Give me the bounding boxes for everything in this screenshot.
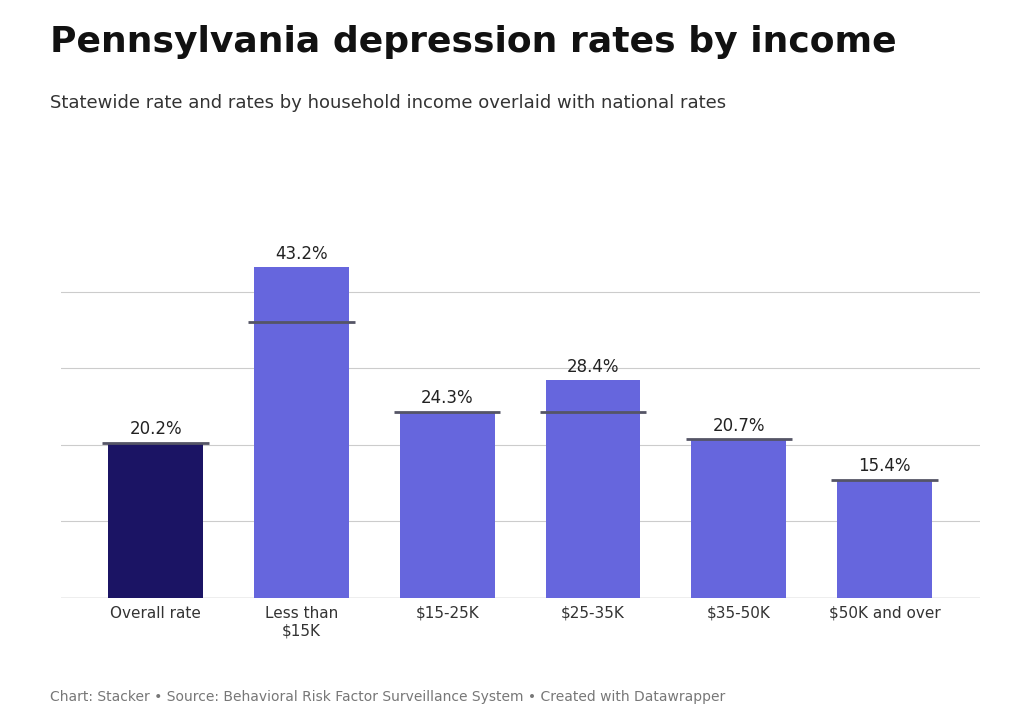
Bar (837, 480, 932, 598)
Text: 24.3%: 24.3% (421, 389, 474, 407)
Text: 15.4%: 15.4% (858, 457, 911, 475)
Bar (108, 443, 203, 598)
Text: Statewide rate and rates by household income overlaid with national rates: Statewide rate and rates by household in… (50, 94, 726, 112)
Text: Chart: Stacker • Source: Behavioral Risk Factor Surveillance System • Created wi: Chart: Stacker • Source: Behavioral Risk… (50, 690, 726, 704)
Text: 20.2%: 20.2% (129, 420, 182, 438)
Bar (400, 412, 495, 598)
Bar (255, 267, 348, 598)
Text: Pennsylvania depression rates by income: Pennsylvania depression rates by income (50, 25, 897, 59)
Text: 20.7%: 20.7% (713, 417, 766, 435)
Bar (545, 380, 640, 598)
Text: 43.2%: 43.2% (275, 245, 327, 263)
Text: 28.4%: 28.4% (567, 358, 619, 376)
Bar (692, 439, 786, 598)
